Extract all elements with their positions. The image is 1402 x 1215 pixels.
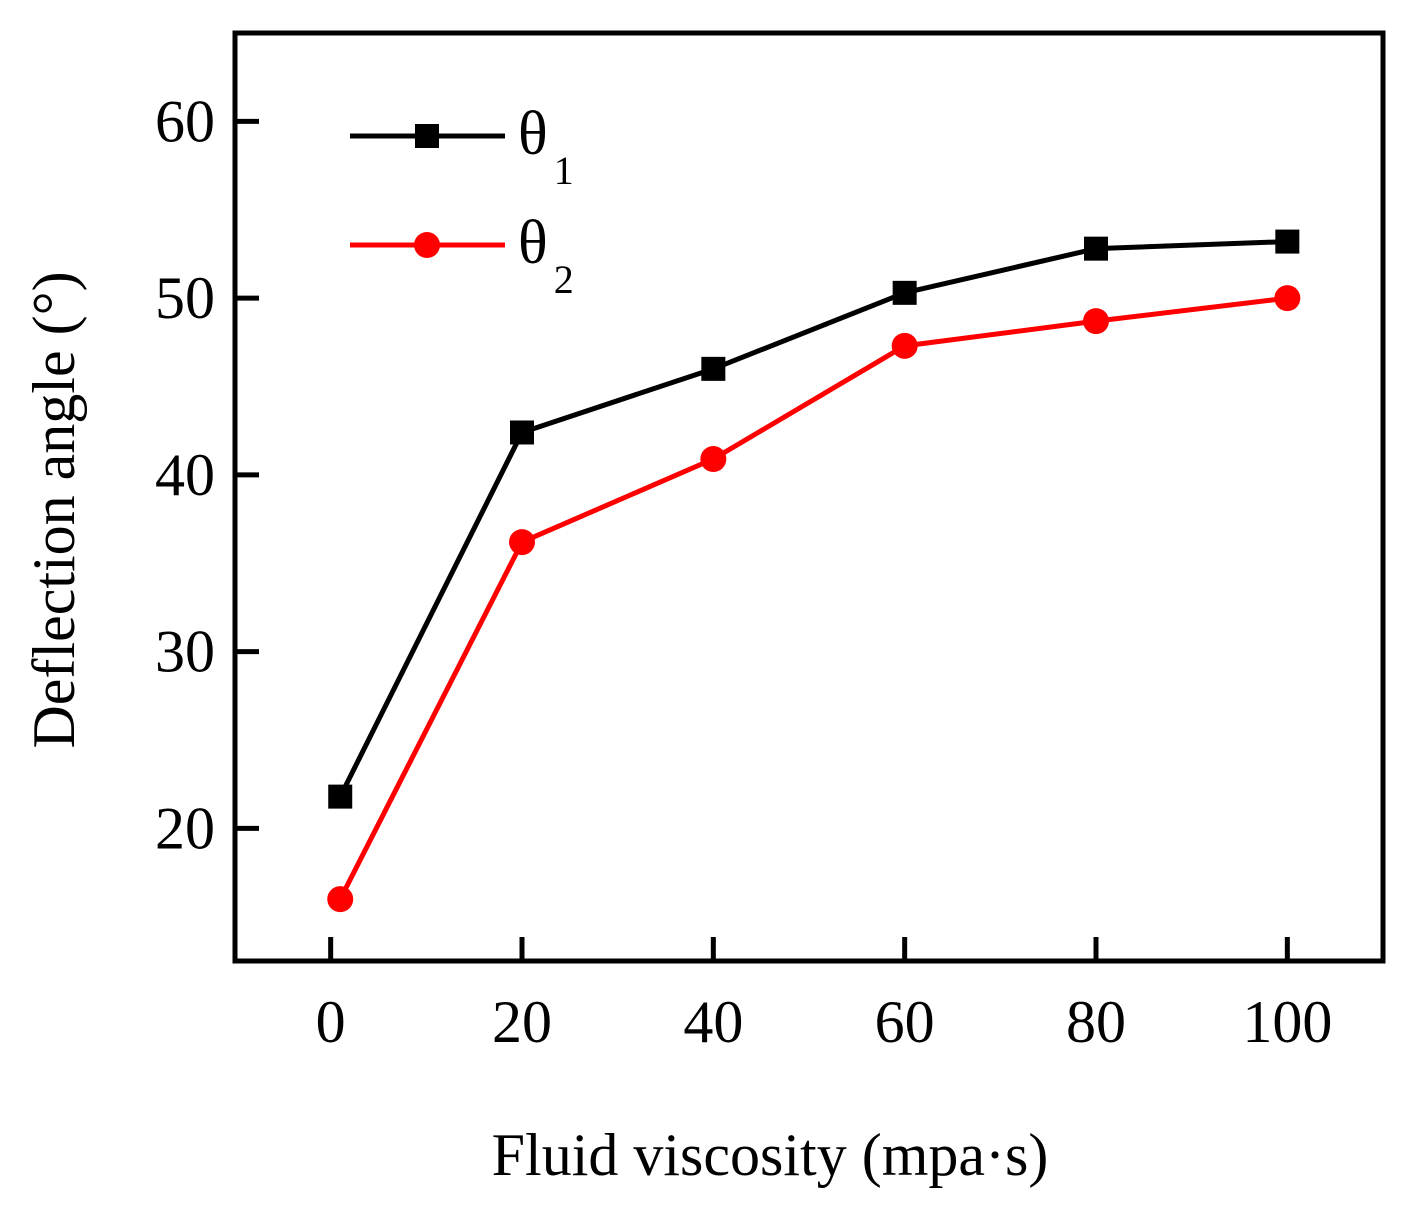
y-tick-label: 60 [155, 88, 215, 154]
series-1-point [892, 280, 917, 305]
series-2-point [891, 332, 918, 359]
x-tick-label: 100 [1242, 989, 1332, 1055]
x-axis-ticks: 0 20 40 60 80 100 [316, 937, 1332, 1055]
legend: θ1 θ2 [350, 100, 574, 302]
series-line-2 [338, 295, 1288, 901]
y-tick-label: 30 [155, 619, 215, 685]
y-tick-label: 20 [155, 795, 215, 861]
legend-marker-circle [414, 232, 440, 258]
series-2-point [1274, 285, 1301, 312]
y-tick-label: 40 [155, 442, 215, 508]
legend-marker-square [415, 124, 439, 148]
series-1-point [701, 356, 726, 381]
y-tick-label: 50 [155, 265, 215, 331]
series-2-point [509, 529, 535, 556]
legend-subscript: 2 [554, 257, 574, 302]
series-1-point [1084, 236, 1108, 261]
series-2-point [700, 445, 727, 472]
plot-frame [232, 30, 1386, 964]
x-tick-label: 0 [316, 989, 346, 1055]
series-layer [327, 229, 1301, 913]
series-2-point [1083, 308, 1109, 335]
y-axis-ticks: 20 30 40 50 60 [155, 88, 259, 861]
legend-label-2: θ2 [518, 209, 574, 302]
series-1-point [1275, 229, 1300, 254]
series-1-point [328, 784, 353, 809]
x-axis-label: Fluid viscosity (mpa·s) [492, 1122, 1049, 1188]
x-tick-label: 40 [683, 989, 743, 1055]
y-axis-label: Deflection angle (°) [21, 271, 87, 748]
legend-label-1: θ1 [518, 100, 574, 193]
series-2-point [327, 886, 354, 913]
x-tick-label: 60 [875, 989, 935, 1055]
series-line-1 [337, 239, 1288, 798]
series-1-point [510, 420, 534, 445]
x-tick-label: 80 [1066, 989, 1126, 1055]
legend-subscript: 1 [554, 148, 574, 193]
x-tick-label: 20 [492, 989, 552, 1055]
